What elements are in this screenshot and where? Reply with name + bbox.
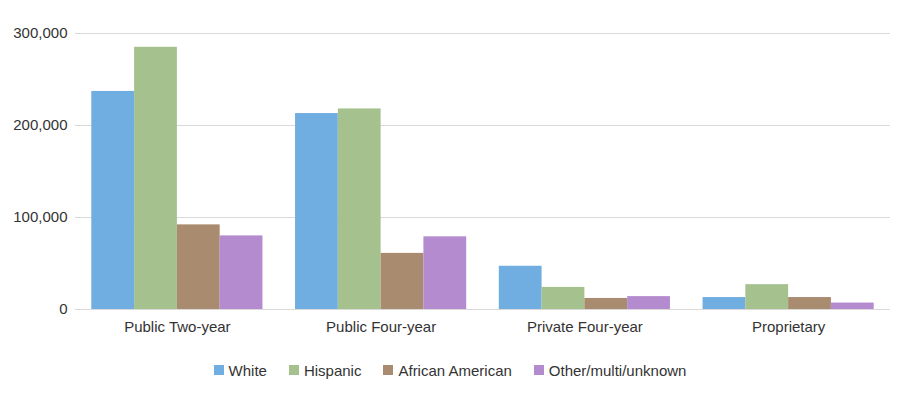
svg-text:0: 0 [59, 300, 67, 317]
svg-text:Public Two-year: Public Two-year [124, 318, 230, 335]
html-text:Hispanic: Hispanic [303, 361, 362, 379]
html-text:African American: African American [398, 361, 512, 379]
svg-text:Proprietary: Proprietary [752, 318, 826, 335]
html-text:White: White [228, 361, 267, 379]
svg-text:300,000: 300,000 [13, 24, 67, 41]
svg-text:Public Four-year: Public Four-year [326, 318, 436, 335]
svg-text:200,000: 200,000 [13, 116, 67, 133]
svg-text:Private Four-year: Private Four-year [527, 318, 643, 335]
html-text:Other/multi/unknown: Other/multi/unknown [548, 361, 687, 379]
svg-text:100,000: 100,000 [13, 208, 67, 225]
